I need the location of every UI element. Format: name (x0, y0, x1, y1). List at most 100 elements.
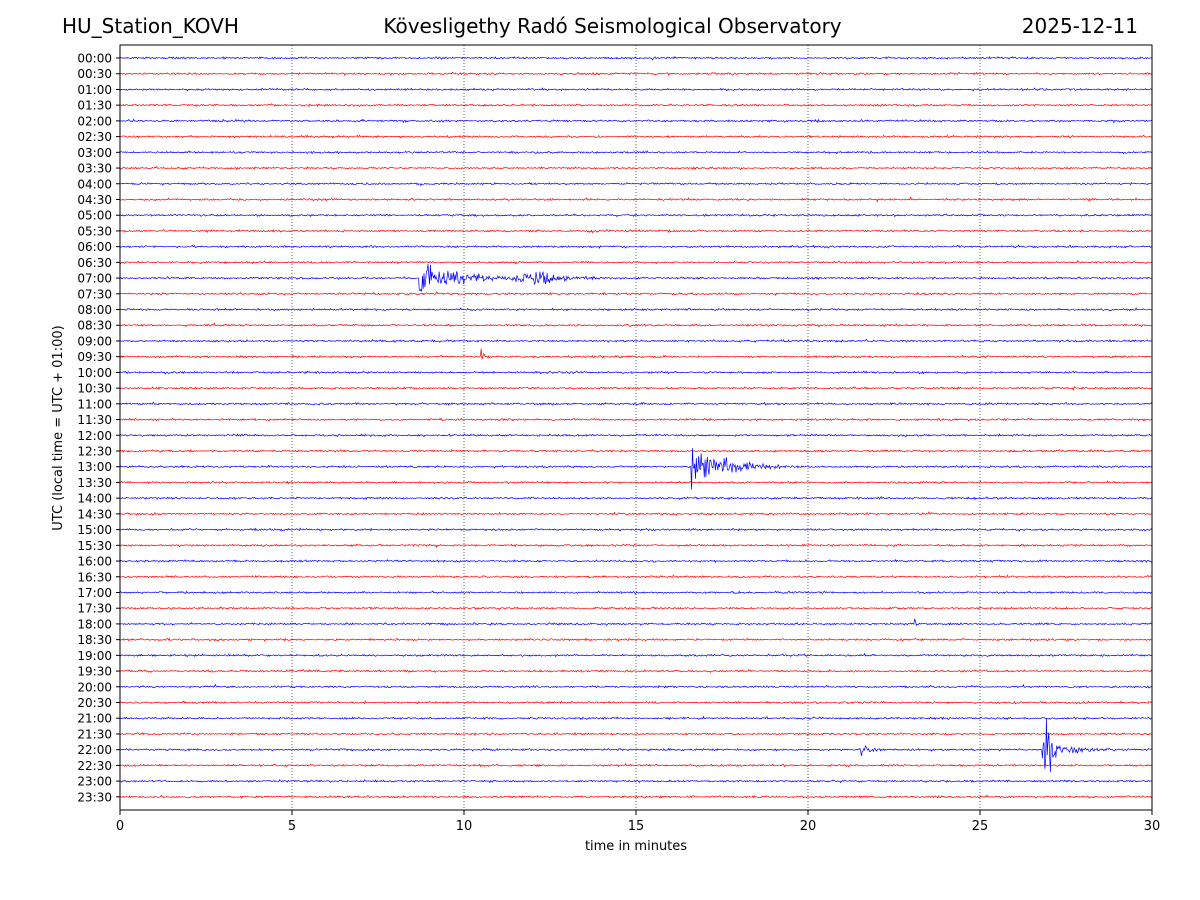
row-time-label: 16:30 (77, 570, 112, 584)
row-time-label: 00:00 (77, 52, 112, 66)
trace-0100 (119, 87, 1153, 92)
trace-0900 (119, 338, 1153, 344)
x-tick-label: 25 (972, 819, 989, 834)
row-time-label: 02:00 (77, 114, 112, 128)
row-time-label: 11:00 (77, 397, 112, 411)
trace-1800 (119, 618, 1153, 627)
trace-1230 (119, 448, 1153, 454)
trace-0530 (119, 228, 1153, 234)
row-time-label: 05:00 (77, 209, 112, 223)
row-time-label: 17:30 (77, 602, 112, 616)
trace-1200 (119, 433, 1153, 438)
trace-0630 (119, 260, 1153, 265)
trace-2230 (119, 762, 1153, 768)
row-time-label: 15:00 (77, 523, 112, 537)
trace-2330 (119, 794, 1153, 799)
trace-0930 (119, 348, 1152, 360)
observatory-title: Kövesligethy Radó Seismological Observat… (383, 14, 842, 38)
record-date: 2025-12-11 (1021, 14, 1138, 38)
trace-2300 (119, 778, 1153, 784)
trace-1830 (119, 637, 1153, 642)
row-time-label: 23:00 (77, 775, 112, 789)
trace-1630 (119, 574, 1153, 579)
row-time-label: 04:00 (77, 177, 112, 191)
row-time-label: 09:00 (77, 334, 112, 348)
plot-area (120, 45, 1152, 810)
trace-0300 (119, 150, 1153, 155)
trace-0230 (119, 134, 1152, 139)
trace-0600 (119, 244, 1153, 249)
row-time-label: 06:30 (77, 256, 112, 270)
trace-1000 (119, 370, 1153, 375)
row-time-label: 08:30 (77, 319, 112, 333)
row-time-label: 21:30 (77, 727, 112, 741)
x-tick-label: 15 (628, 819, 645, 834)
row-time-label: 19:00 (77, 649, 112, 663)
trace-1430 (119, 511, 1153, 516)
row-time-label: 11:30 (77, 413, 112, 427)
trace-0200 (119, 118, 1153, 124)
trace-1400 (119, 496, 1153, 501)
row-time-label: 16:00 (77, 555, 112, 569)
trace-0030 (119, 71, 1153, 77)
row-time-label: 04:30 (77, 193, 112, 207)
x-tick-label: 30 (1144, 819, 1161, 834)
trace-1530 (119, 543, 1153, 549)
station-name: HU_Station_KOVH (62, 14, 239, 38)
row-time-label: 20:00 (77, 680, 112, 694)
trace-0130 (119, 103, 1153, 108)
row-time-label: 21:00 (77, 712, 112, 726)
row-time-label: 07:30 (77, 287, 112, 301)
trace-0330 (119, 165, 1153, 171)
row-time-label: 18:30 (77, 633, 112, 647)
row-time-label: 22:30 (77, 759, 112, 773)
trace-0700 (120, 264, 1153, 292)
trace-0830 (119, 322, 1153, 328)
row-time-label: 01:00 (77, 83, 112, 97)
trace-1100 (119, 401, 1153, 406)
row-time-label: 02:30 (77, 130, 112, 144)
y-axis-label: UTC (local time = UTC + 01:00) (51, 325, 66, 530)
row-time-label: 22:00 (77, 743, 112, 757)
row-time-label: 18:00 (77, 617, 112, 631)
trace-1500 (119, 527, 1153, 532)
row-time-label: 10:30 (77, 382, 112, 396)
trace-1330 (119, 480, 1153, 485)
trace-1930 (119, 668, 1153, 674)
trace-0430 (119, 196, 1153, 203)
row-time-label: 09:30 (77, 350, 112, 364)
trace-1130 (119, 417, 1153, 422)
row-time-label: 17:00 (77, 586, 112, 600)
row-time-label: 23:30 (77, 790, 112, 804)
trace-1900 (119, 652, 1153, 658)
row-time-label: 15:30 (77, 539, 112, 553)
trace-1600 (119, 558, 1153, 564)
trace-1300 (119, 448, 1153, 490)
trace-2100 (119, 715, 1152, 721)
x-tick-label: 0 (116, 819, 124, 834)
trace-2200 (119, 718, 1153, 773)
trace-2000 (119, 683, 1153, 689)
row-time-label: 03:30 (77, 162, 112, 176)
row-time-label: 06:00 (77, 240, 112, 254)
row-time-label: 14:00 (77, 492, 112, 506)
x-tick-label: 5 (288, 819, 296, 834)
row-time-label: 00:30 (77, 67, 112, 81)
row-time-label: 14:30 (77, 507, 112, 521)
trace-1730 (119, 606, 1153, 611)
trace-1700 (119, 590, 1153, 595)
trace-0500 (119, 213, 1153, 218)
row-time-label: 03:00 (77, 146, 112, 160)
trace-1030 (119, 386, 1153, 392)
trace-0730 (119, 290, 1153, 297)
x-tick-label: 20 (800, 819, 817, 834)
trace-2030 (119, 700, 1153, 705)
row-time-label: 12:30 (77, 445, 112, 459)
trace-0000 (119, 56, 1153, 61)
row-time-label: 13:00 (77, 460, 112, 474)
row-time-label: 05:30 (77, 224, 112, 238)
x-tick-label: 10 (456, 819, 473, 834)
x-axis-label: time in minutes (585, 839, 687, 854)
row-time-label: 10:00 (77, 366, 112, 380)
